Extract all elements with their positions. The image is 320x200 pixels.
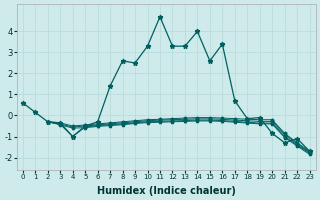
X-axis label: Humidex (Indice chaleur): Humidex (Indice chaleur) [97, 186, 236, 196]
